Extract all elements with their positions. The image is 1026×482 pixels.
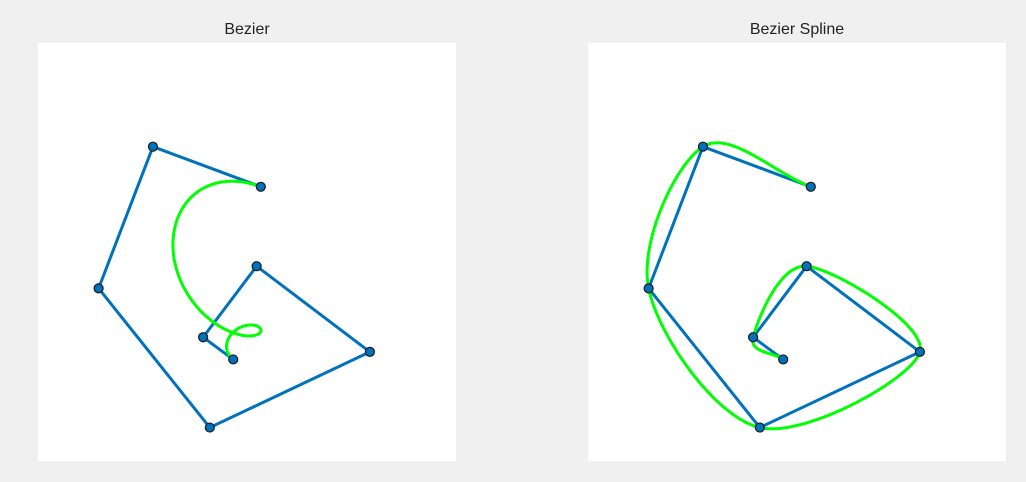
bezier-spline-plot [643, 141, 925, 433]
bezier-control-point-5 [364, 346, 375, 358]
bezier-spline-control-polygon [647, 145, 922, 430]
bezier-spline-control-point-8 [778, 354, 789, 365]
bezier-control-point-3 [93, 283, 104, 294]
bezier-spline-control-point-4 [754, 422, 765, 433]
bezier-control-polygon [97, 145, 372, 430]
bezier-spline-curve [645, 141, 922, 431]
bezier-title: Bezier [224, 21, 270, 38]
bezier-control-point-4 [204, 422, 215, 433]
bezier-axes [38, 43, 456, 461]
bezier-spline-control-point-6 [801, 261, 812, 272]
bezier-spline-control-point-3 [643, 283, 654, 294]
bezier-control-point-7 [198, 332, 209, 343]
bezier-control-point-1 [255, 181, 266, 192]
bezier-control-point-8 [228, 354, 239, 365]
bezier-spline-control-point-7 [748, 332, 759, 343]
bezier-spline-axes [588, 43, 1006, 461]
bezier-spline-control-point-2 [697, 141, 709, 152]
bezier-control-point-6 [251, 261, 262, 272]
bezier-spline-control-point-5 [914, 346, 925, 358]
bezier-plot [93, 141, 375, 433]
bezier-control-point-2 [147, 141, 159, 152]
bezier-spline-title: Bezier Spline [749, 21, 845, 38]
bezier-spline-control-point-1 [805, 181, 816, 192]
bezier-curve [171, 179, 263, 361]
